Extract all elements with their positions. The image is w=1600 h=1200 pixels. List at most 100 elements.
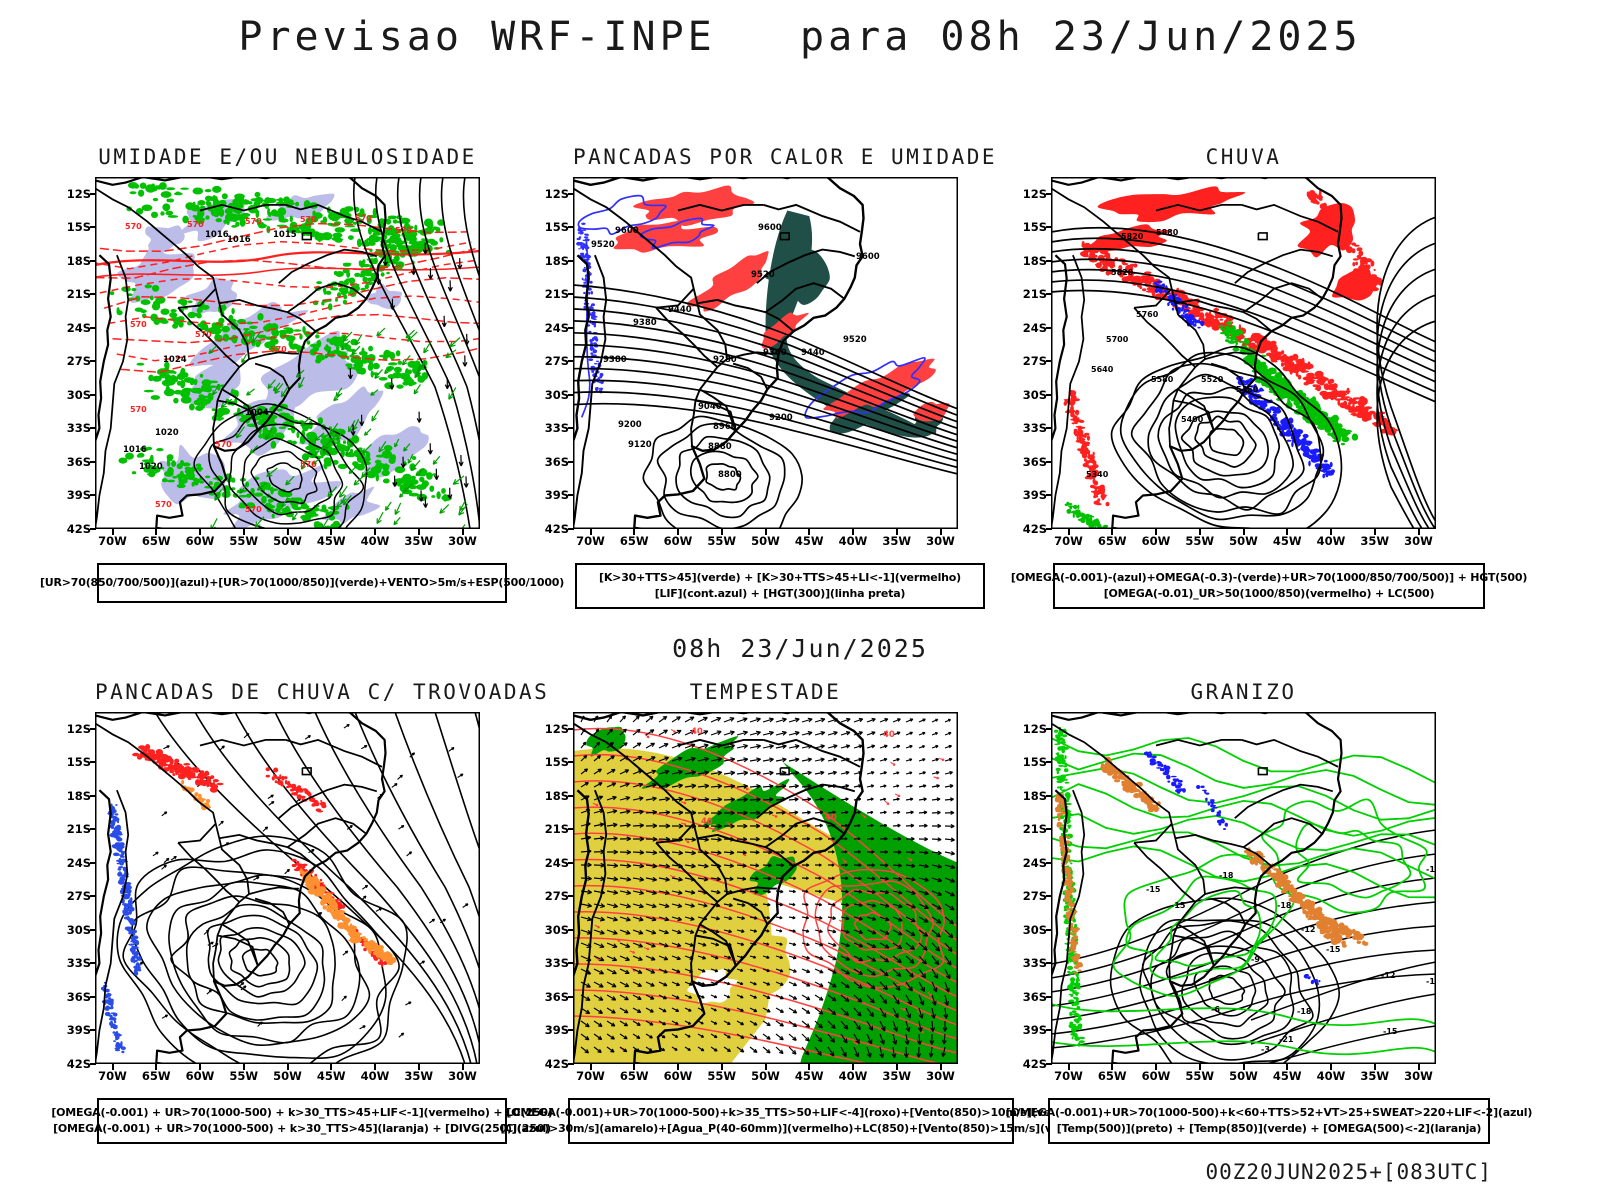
- y-axis-tick: 21S: [1022, 287, 1047, 302]
- svg-text:9520: 9520: [751, 270, 775, 280]
- y-axis-tick: 18S: [66, 253, 91, 268]
- y-axis-tickmark: [568, 995, 574, 998]
- x-axis-tick: 55W: [229, 534, 259, 548]
- y-axis-tick: 15S: [544, 755, 569, 770]
- x-axis-tickmark: [589, 529, 592, 535]
- caption-line: [CJ(250)>30m/s](amarelo)+[Agua_P(40-60mm…: [500, 1122, 1082, 1135]
- x-axis-tick: 65W: [1097, 534, 1127, 548]
- y-axis-tickmark: [90, 528, 96, 530]
- x-axis-tickmark: [199, 529, 201, 535]
- x-axis-tickmark: [417, 529, 420, 535]
- x-axis-tick: 30W: [926, 534, 955, 548]
- y-axis-tick: 39S: [1022, 1023, 1047, 1038]
- svg-text:1020: 1020: [155, 428, 179, 438]
- x-axis-tickmark: [199, 1064, 201, 1070]
- svg-text:1024: 1024: [163, 355, 187, 365]
- y-axis-tick: 33S: [66, 956, 91, 971]
- y-axis-tickmark: [1046, 995, 1052, 998]
- x-axis-tick: 65W: [619, 534, 649, 548]
- y-axis-tickmark: [90, 1063, 96, 1065]
- svg-text:5820: 5820: [1111, 268, 1134, 277]
- y-axis-tick: 24S: [544, 320, 569, 335]
- x-axis-tickmark: [677, 1064, 679, 1070]
- y-axis-tickmark: [568, 761, 574, 764]
- y-axis-tickmark: [90, 494, 96, 497]
- svg-text:-12: -12: [1381, 971, 1395, 980]
- y-axis-tickmark: [1046, 460, 1052, 463]
- x-axis-tick: 35W: [882, 534, 912, 548]
- caption-line: [OMEGA(-0.001)+UR>70(1000-500)+k<60+TTS>…: [1005, 1106, 1533, 1120]
- x-axis-tickmark: [374, 1064, 376, 1070]
- caption-box-tempestade: [OMEGA(-0.001)+UR>70(1000-500)+k>35_TTS>…: [500, 1098, 1082, 1144]
- x-axis-tickmark: [461, 529, 464, 535]
- x-axis-tick: 70W: [576, 1069, 605, 1083]
- y-axis-tick: 39S: [66, 1023, 91, 1038]
- y-axis-tick: 36S: [66, 989, 91, 1004]
- x-axis-tick: 30W: [1404, 534, 1433, 548]
- x-axis-tickmark: [1330, 529, 1332, 535]
- map-plot-pancadas-trovoadas: [93, 710, 482, 1066]
- svg-text:1016: 1016: [123, 445, 147, 455]
- svg-text:1015: 1015: [273, 230, 297, 240]
- svg-text:9520: 9520: [591, 240, 615, 250]
- y-axis-tickmark: [90, 192, 96, 195]
- x-axis-tick: 40W: [360, 534, 390, 548]
- svg-text:5880: 5880: [1156, 228, 1179, 237]
- y-axis-tickmark: [1046, 259, 1052, 262]
- y-axis-tickmark: [568, 326, 574, 329]
- x-axis-tickmark: [1286, 1064, 1289, 1070]
- y-axis-tickmark: [90, 326, 96, 329]
- caption-box-umidade: [UR>70(850/700/500)](azul)+[UR>70(1000/8…: [40, 563, 564, 603]
- svg-text:9600: 9600: [856, 252, 880, 262]
- y-axis-tickmark: [90, 895, 96, 898]
- x-axis-tickmark: [242, 529, 245, 535]
- y-axis-tick: 12S: [544, 186, 569, 201]
- svg-text:570: 570: [300, 215, 317, 224]
- caption-line: [OMEGA(-0.001) + UR>70(1000-500) + k>30_…: [51, 1106, 553, 1120]
- y-axis-tick: 18S: [1022, 788, 1047, 803]
- y-axis-tickmark: [1046, 861, 1052, 864]
- x-axis-tickmark: [1067, 529, 1070, 535]
- svg-text:-18: -18: [1277, 901, 1292, 910]
- x-axis-tick: 70W: [1054, 534, 1083, 548]
- svg-text:570: 570: [195, 330, 212, 339]
- y-axis-tickmark: [568, 528, 574, 530]
- y-axis-tick: 21S: [544, 822, 569, 837]
- y-axis-tick: 27S: [1022, 889, 1047, 904]
- y-axis-tickmark: [1046, 928, 1052, 931]
- x-axis-tickmark: [1242, 529, 1245, 535]
- y-axis-tickmark: [1046, 226, 1052, 229]
- x-axis-tickmark: [895, 529, 898, 535]
- svg-text:40: 40: [701, 817, 713, 827]
- y-axis-tick: 30S: [1022, 922, 1047, 937]
- y-axis-tickmark: [90, 226, 96, 229]
- x-axis-tick: 40W: [1316, 1069, 1346, 1083]
- caption-line: [K>30+TTS>45](verde) + [K>30+TTS>45+LI<-…: [599, 571, 961, 585]
- x-axis-tick: 40W: [838, 534, 868, 548]
- panel-title-granizo: GRANIZO: [1190, 680, 1297, 704]
- y-axis-tickmark: [568, 360, 574, 363]
- x-axis-tick: 70W: [98, 534, 127, 548]
- x-axis-tickmark: [939, 1064, 942, 1070]
- y-axis-tickmark: [1046, 528, 1052, 530]
- caption-line: [OMEGA(-0.001)-(azul)+OMEGA(-0.3)-(verde…: [1010, 571, 1528, 585]
- x-axis-tick: 55W: [707, 1069, 737, 1083]
- x-axis-tickmark: [633, 1064, 636, 1070]
- x-axis-tickmark: [808, 1064, 811, 1070]
- x-axis-tick: 70W: [576, 534, 605, 548]
- x-axis-tick: 30W: [448, 1069, 477, 1083]
- y-axis-tick: 24S: [66, 855, 91, 870]
- x-axis-tickmark: [764, 1064, 767, 1070]
- y-axis-tick: 33S: [1022, 421, 1047, 436]
- y-axis-tick: 18S: [544, 253, 569, 268]
- y-axis-tickmark: [1046, 293, 1052, 296]
- y-axis-tick: 39S: [66, 488, 91, 503]
- x-axis-tickmark: [720, 1064, 723, 1070]
- svg-text:9200: 9200: [618, 420, 642, 430]
- svg-text:570: 570: [215, 440, 232, 449]
- svg-text:-12: -12: [1426, 865, 1436, 874]
- x-axis-tick: 60W: [185, 534, 215, 548]
- svg-text:9600: 9600: [615, 226, 639, 236]
- x-axis-tick: 60W: [1141, 534, 1171, 548]
- svg-text:5400: 5400: [1181, 415, 1204, 424]
